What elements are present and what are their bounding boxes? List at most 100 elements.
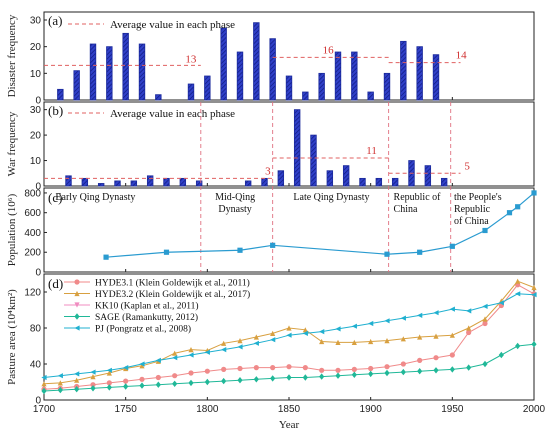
panel-d-series-0-point xyxy=(400,361,406,367)
panel-d-series-4-point xyxy=(270,337,276,343)
panel-b-bar xyxy=(277,170,285,187)
panel-d-ylabel: Pasture area (10⁴km²) xyxy=(6,289,18,385)
panel-d-xtick-label: 1700 xyxy=(33,404,56,415)
panel-d-series-0-point xyxy=(204,368,210,374)
panel-a-bar xyxy=(89,43,97,101)
panel-b-bar xyxy=(261,177,268,187)
panel-a-bar xyxy=(73,70,80,101)
panel-d-series-3-point xyxy=(270,375,276,382)
panel-d-series-4-point xyxy=(302,330,308,336)
panel-d-series-1-point xyxy=(172,350,178,356)
panel-d-series-1-point xyxy=(433,333,439,339)
panel-d-series-0-point xyxy=(417,357,423,363)
panel-d-series-1-point xyxy=(515,278,521,284)
panel-b-bar xyxy=(310,134,317,187)
panel-d-series-1-point xyxy=(319,338,325,345)
panel-c-phase-label: Mid-Qing xyxy=(215,192,255,203)
panel-d-xtick-label: 1750 xyxy=(115,404,138,415)
panel-a-bar xyxy=(122,32,129,101)
panel-a-bar xyxy=(334,51,342,101)
panel-d-series-3-point xyxy=(368,370,374,378)
panel-d-series-0-point xyxy=(466,329,472,336)
panel-d-series-3-point xyxy=(384,369,390,377)
panel-a-bar xyxy=(302,91,309,101)
panel-d-series-3-point xyxy=(351,371,357,378)
panel-a-bar xyxy=(285,75,293,101)
panel-d-series-4-point xyxy=(41,374,47,381)
panel-d-series-4-point xyxy=(515,291,521,297)
panel-c-population-point xyxy=(417,249,423,255)
panel-b-bar xyxy=(326,170,334,187)
panel-d-series-4-point xyxy=(449,306,455,312)
panel-d-pasture: 0 40 80 120 Pasture area (10⁴km²) (d) 1700 1750… xyxy=(6,273,546,431)
panel-c-population-point xyxy=(449,243,455,249)
panel-b-average-value: 5 xyxy=(464,160,470,172)
panel-c-population-point xyxy=(482,227,488,234)
panel-d-series-2-legend-text: KK10 (Kaplan et al., 2011) xyxy=(95,301,199,312)
panel-d-series-1-point xyxy=(139,363,145,369)
panel-c-ytick-label: 400 xyxy=(24,228,41,239)
panel-d-series-3-legend-marker xyxy=(74,313,80,320)
panel-d-series-1-point xyxy=(466,325,472,331)
panel-b-ytick-label: 30 xyxy=(30,105,42,116)
panel-b-bar xyxy=(130,180,138,187)
panel-b-bar xyxy=(424,165,432,187)
panel-d-series-4-point xyxy=(237,344,243,350)
panel-d-series-1-point xyxy=(351,339,357,345)
panel-a-bar xyxy=(416,46,423,101)
panel-d-series-0-point xyxy=(482,320,488,327)
panel-d-series-3-point xyxy=(449,366,455,373)
panel-d-series-0-point xyxy=(335,367,341,373)
panel-d-series-3-point xyxy=(433,367,439,374)
panel-c-phase-label: Early Qing Dynasty xyxy=(55,192,135,203)
panel-d-series-4-point xyxy=(433,310,439,316)
panel-d-xtick-label: 1800 xyxy=(196,404,219,415)
panel-a-bar xyxy=(220,27,227,101)
panel-c-ylabel: Population (10⁶) xyxy=(6,193,18,266)
panel-c-phase-label: Republic of xyxy=(394,192,442,203)
panel-a-bar xyxy=(57,88,64,101)
panel-d-series-4-point xyxy=(498,300,504,306)
panel-d-series-1-point xyxy=(90,374,96,380)
panel-d-series-3-point xyxy=(139,382,145,389)
panel-d-series-1-point xyxy=(400,336,406,342)
panel-d-series-0-point xyxy=(123,378,129,384)
panel-d-series-3-point xyxy=(74,386,80,393)
panel-d-series-0-point xyxy=(286,364,292,370)
panel-d-series-3-point xyxy=(253,376,259,383)
panel-c-phase-label: China xyxy=(394,204,418,215)
panel-b-bar xyxy=(342,165,350,187)
panel-d-series-1-point xyxy=(57,380,63,386)
panel-d-series-3-point xyxy=(106,384,112,391)
panel-a-bar xyxy=(318,72,325,101)
panel-d-series-0-point xyxy=(270,365,276,371)
panel-c-phase-label: of China xyxy=(454,216,489,227)
panel-c-ytick-label: 800 xyxy=(24,188,41,199)
panel-b-average-value: 3 xyxy=(265,165,271,177)
panel-d-series-3-point xyxy=(466,364,472,371)
panel-d-series-3-point xyxy=(531,341,537,348)
panel-b-bar xyxy=(293,109,301,187)
panel-d-series-1-legend-text: HYDE3.2 (Klein Goldewijk et al., 2017) xyxy=(95,289,250,300)
panel-d-series-3-point xyxy=(400,368,406,376)
panel-d-series-1-point xyxy=(531,284,537,291)
panel-d-series-0-point xyxy=(433,355,439,361)
panel-a-bar xyxy=(351,51,358,101)
panel-c-population-point xyxy=(237,247,243,253)
panel-c-phase-label: Late Qing Dynasty xyxy=(293,192,369,203)
panel-a-bar xyxy=(400,40,407,101)
panel-d-series-3-point xyxy=(482,360,488,368)
panel-c-phase-label: Republic xyxy=(454,204,491,215)
panel-d-series-4-point xyxy=(351,323,357,329)
panel-b-ylabel: War frequency xyxy=(6,111,18,176)
panel-d-series-3-point xyxy=(90,385,96,392)
panel-d-series-0-point xyxy=(188,370,194,376)
panel-d-series-0-point xyxy=(237,365,243,372)
panel-d-series-4-point xyxy=(319,329,325,335)
panel-b-bar xyxy=(391,177,399,187)
panel-c-population-point xyxy=(103,254,109,260)
panel-d-series-4-point xyxy=(123,365,129,371)
panel-a-bar xyxy=(155,94,162,101)
